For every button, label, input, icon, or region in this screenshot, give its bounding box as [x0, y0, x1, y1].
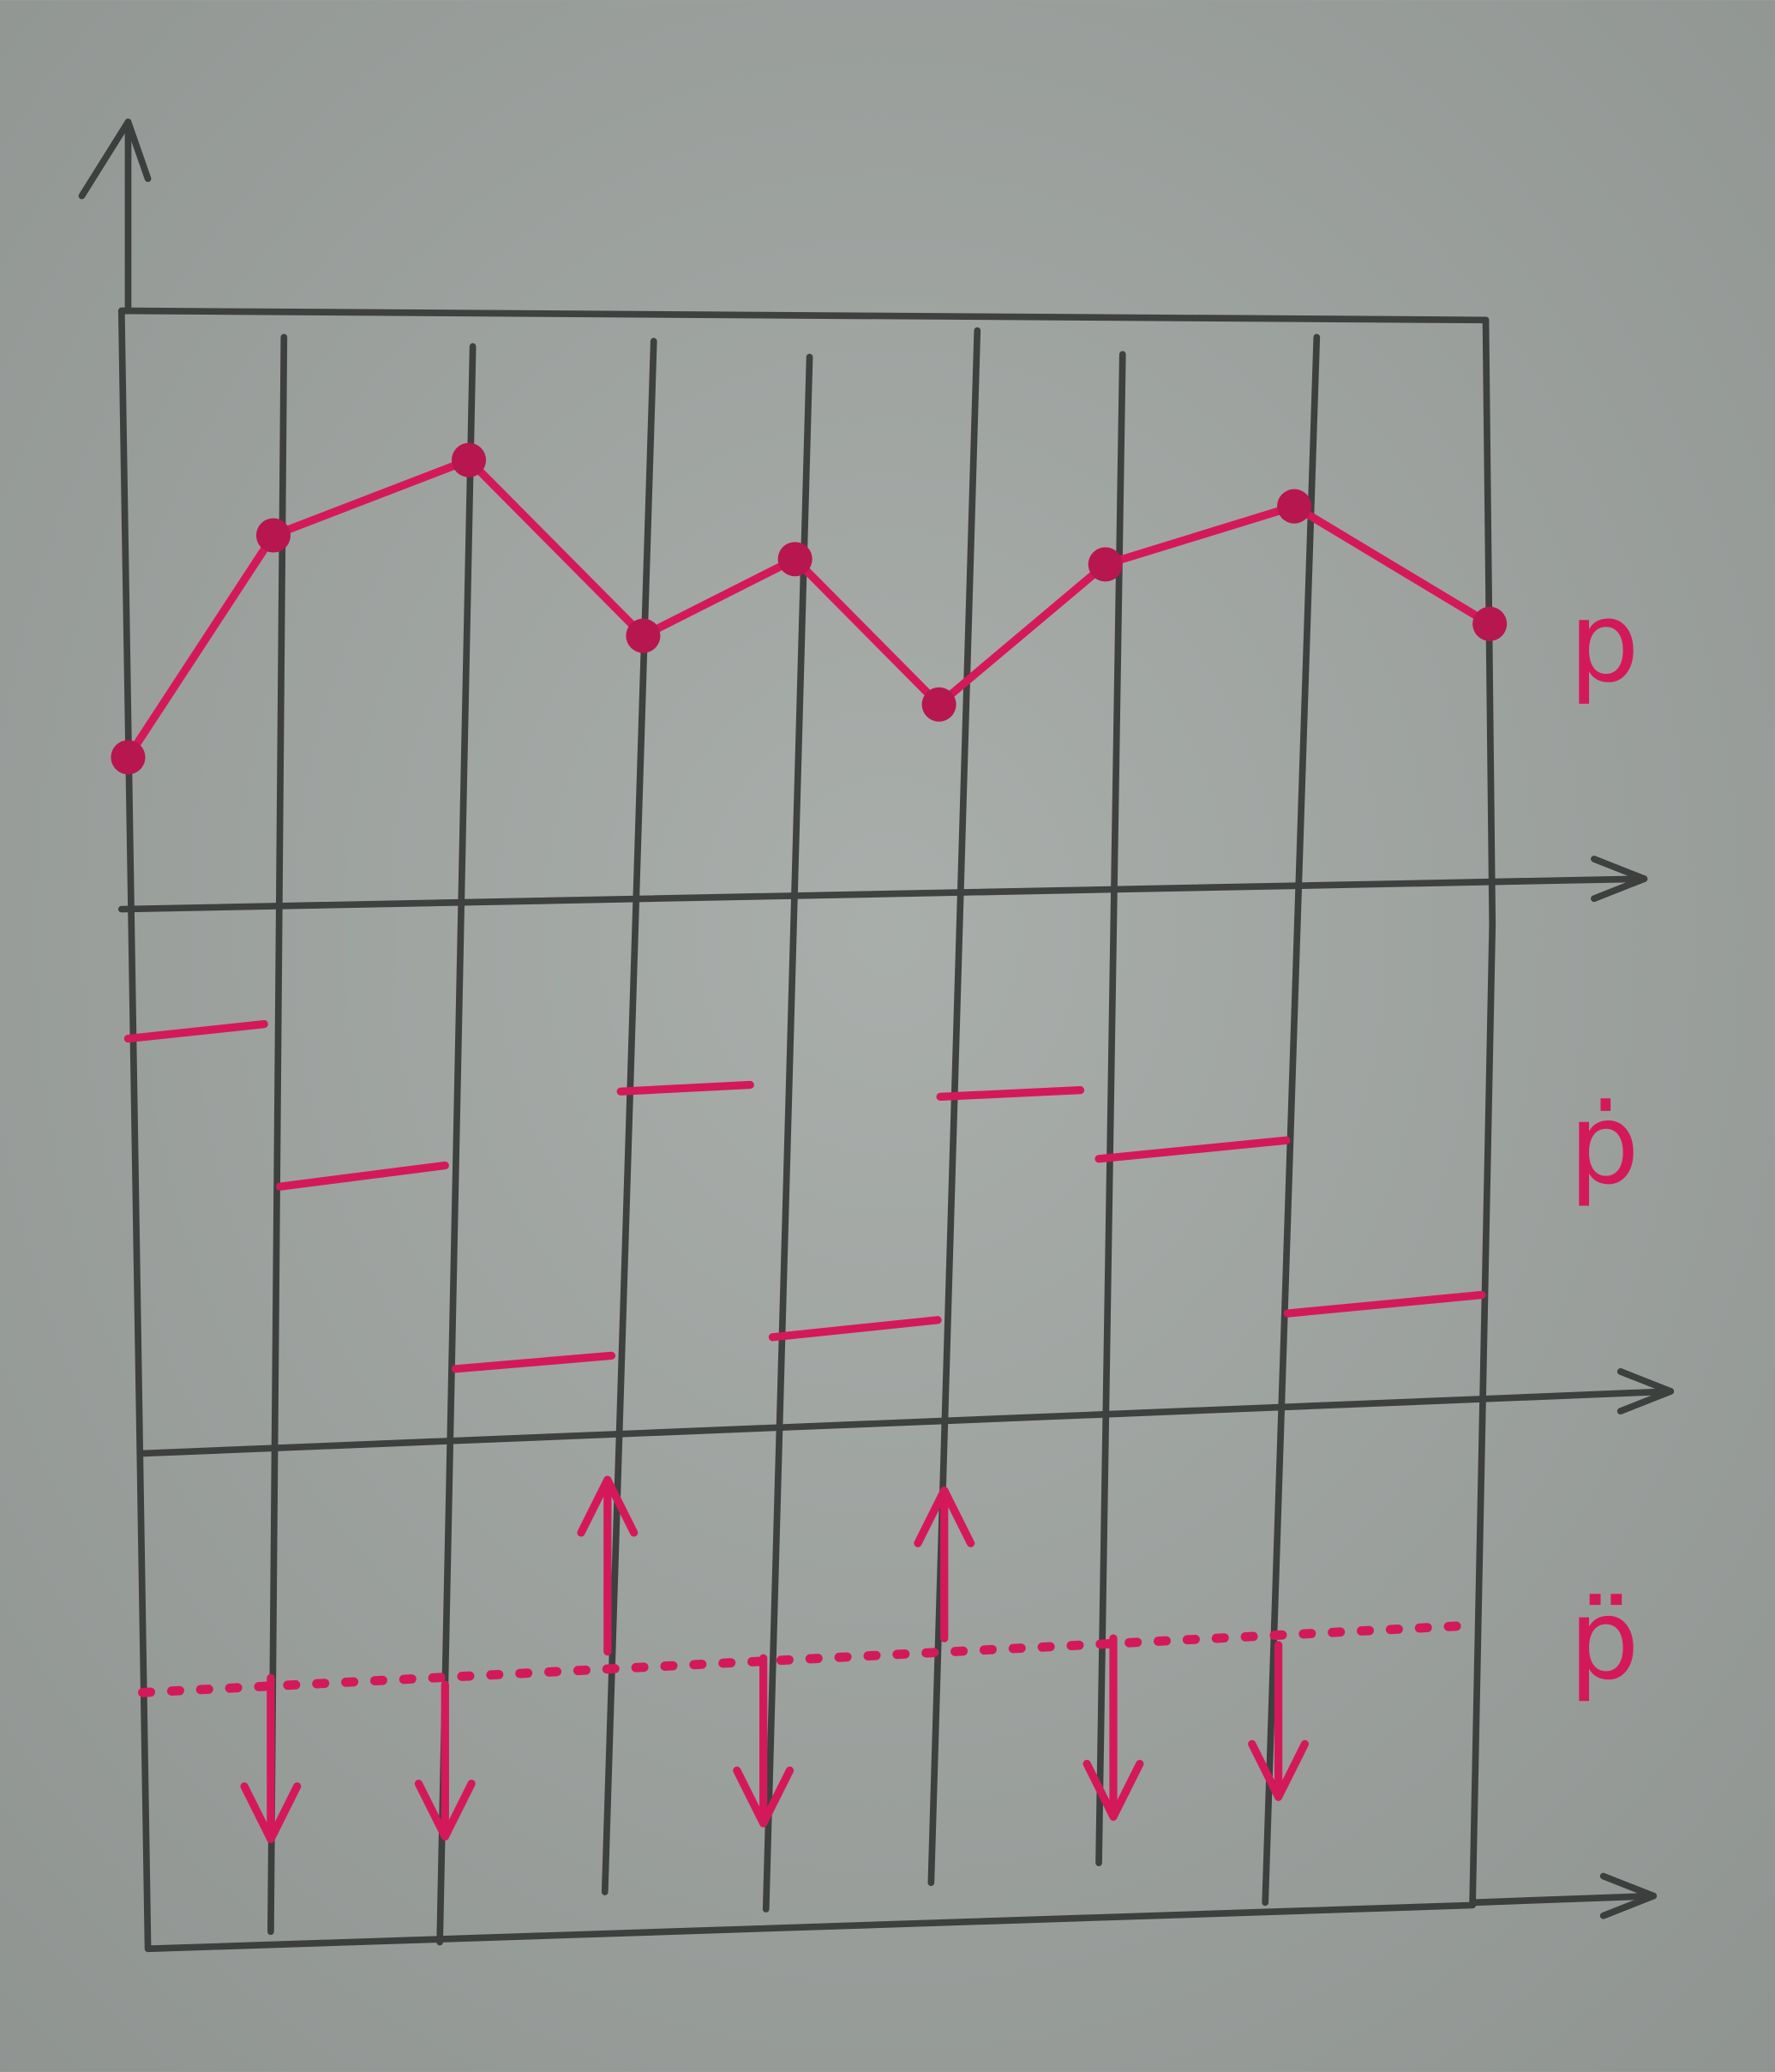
grid-line: [436, 343, 477, 1946]
position-point: [777, 542, 813, 577]
impulse-head: [240, 1782, 302, 1844]
velocity-step: [616, 1080, 754, 1096]
velocity-step: [1094, 1136, 1291, 1163]
position-point: [1088, 547, 1123, 582]
velocity-step: [768, 1316, 942, 1342]
impulse-head: [1082, 1759, 1144, 1821]
velocity-label: ṗ: [1569, 1080, 1640, 1210]
velocity-step: [123, 1020, 268, 1043]
grid-line: [927, 327, 981, 1887]
impulse-head: [577, 1475, 639, 1537]
impulse-head: [733, 1766, 795, 1828]
position-point: [255, 518, 291, 553]
position-point: [111, 740, 146, 775]
velocity-step: [1283, 1290, 1486, 1318]
velocity-step: [276, 1161, 449, 1191]
arrow-head: [1616, 1368, 1675, 1414]
arrow-head: [78, 118, 152, 200]
grid-line: [1262, 333, 1321, 1907]
position-point: [1472, 606, 1508, 641]
position-label: p: [1569, 578, 1640, 707]
axis: [117, 875, 1648, 913]
arrow-head: [1591, 856, 1648, 903]
position-point: [626, 618, 661, 653]
position-point: [451, 442, 487, 477]
pencil-grid: [78, 118, 1675, 1953]
axis: [139, 1388, 1675, 1457]
axis: [1469, 1892, 1658, 1907]
acceleration-label: p̈: [1569, 1575, 1640, 1704]
position-point: [1277, 489, 1312, 524]
grid-line: [1095, 351, 1126, 1866]
velocity-step: [451, 1351, 616, 1373]
impulse-head: [914, 1486, 975, 1547]
frame-right: [1469, 316, 1496, 1907]
grid-line: [762, 353, 813, 1913]
arrow-head: [1599, 1872, 1658, 1919]
frame: [117, 307, 1490, 1953]
grid-line: [267, 333, 288, 1936]
position-point: [921, 687, 956, 722]
impulse-head: [1248, 1739, 1310, 1801]
ink-plots: [111, 442, 1508, 1844]
impulse-head: [414, 1780, 476, 1841]
grid-line: [601, 338, 657, 1895]
acceleration-baseline: [138, 1620, 1482, 1697]
velocity-step: [936, 1086, 1085, 1102]
